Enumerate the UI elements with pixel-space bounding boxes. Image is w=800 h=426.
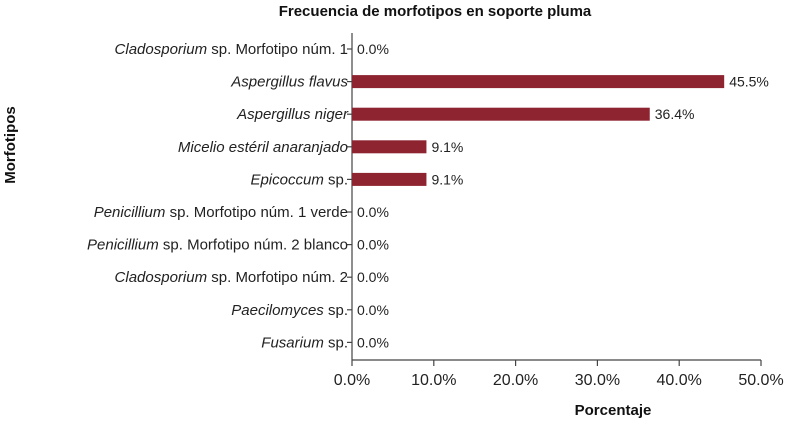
data-label: 0.0% [357, 269, 389, 285]
x-tick-label: 30.0% [575, 372, 620, 389]
plot-area: 0.0% 10.0% 20.0% 30.0% 40.0% 50.0% Cladosporiu… [87, 33, 784, 389]
data-label: 36.4% [655, 106, 695, 122]
category-label: Aspergillus flavus [230, 74, 348, 91]
x-tick-label: 0.0% [334, 372, 370, 389]
x-tick-label: 50.0% [738, 372, 783, 389]
category-label: Cladosporium sp. Morfotipo núm. 1 [115, 41, 348, 58]
x-tick-label: 10.0% [411, 372, 456, 389]
bar [352, 172, 427, 186]
data-label: 9.1% [431, 171, 463, 187]
data-label: 45.5% [729, 74, 769, 90]
x-tick-label: 40.0% [657, 372, 702, 389]
data-label: 0.0% [357, 237, 389, 253]
category-label: Penicillium sp. Morfotipo núm. 1 verde [94, 204, 348, 221]
category-label: Fusarium sp. [261, 334, 348, 351]
data-label: 0.0% [357, 41, 389, 57]
category-label: Micelio estéril anaranjado [178, 139, 348, 156]
data-label: 9.1% [431, 139, 463, 155]
y-axis-title: Morfotipos [2, 106, 19, 183]
bar [352, 140, 427, 154]
category-label: Penicillium sp. Morfotipo núm. 2 blanco [87, 237, 348, 254]
data-label: 0.0% [357, 204, 389, 220]
data-label: 0.0% [357, 334, 389, 350]
category-label: Cladosporium sp. Morfotipo núm. 2 [115, 269, 348, 286]
chart-title: Frecuencia de morfotipos en soporte plum… [279, 3, 592, 20]
bar [352, 75, 725, 89]
bar [352, 107, 650, 121]
x-axis-title: Porcentaje [575, 402, 652, 419]
x-tick-label: 20.0% [493, 372, 538, 389]
data-label: 0.0% [357, 302, 389, 318]
category-label: Epicoccum sp. [250, 171, 348, 188]
category-label: Aspergillus niger [236, 106, 349, 123]
category-label: Paecilomyces sp. [231, 302, 348, 319]
